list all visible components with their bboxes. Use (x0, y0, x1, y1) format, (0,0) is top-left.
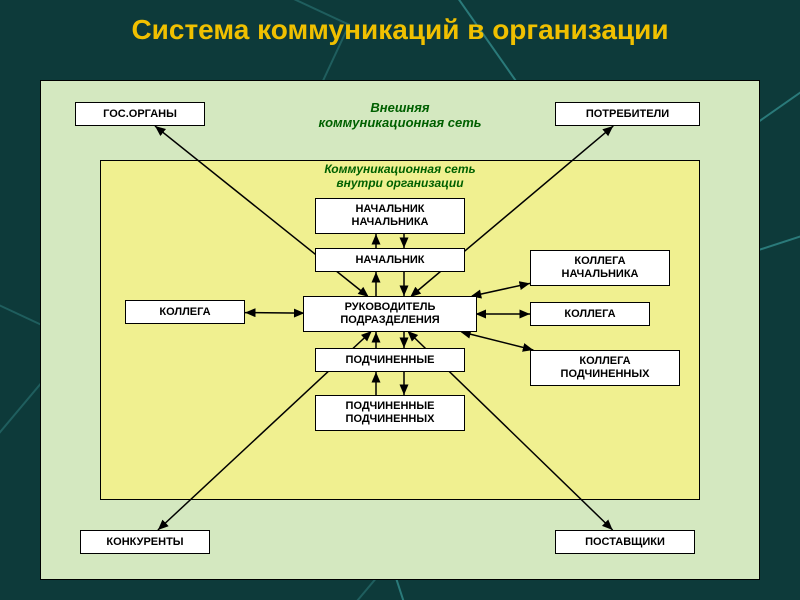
node-manager: РУКОВОДИТЕЛЬ ПОДРАЗДЕЛЕНИЯ (303, 296, 477, 332)
node-boss_boss: НАЧАЛЬНИК НАЧАЛЬНИКА (315, 198, 465, 234)
page-title: Система коммуникаций в организации (0, 14, 800, 46)
node-gov: ГОС.ОРГАНЫ (75, 102, 205, 126)
node-consumers: ПОТРЕБИТЕЛИ (555, 102, 700, 126)
internal-network-label: Коммуникационная сеть внутри организации (290, 162, 510, 190)
node-col_sub: КОЛЛЕГА ПОДЧИНЕННЫХ (530, 350, 680, 386)
node-colleague_r: КОЛЛЕГА (530, 302, 650, 326)
diagram-stage: Система коммуникаций в организации Внешн… (0, 0, 800, 600)
node-boss: НАЧАЛЬНИК (315, 248, 465, 272)
external-network-label: Внешняя коммуникационная сеть (290, 100, 510, 130)
node-suppliers: ПОСТАВЩИКИ (555, 530, 695, 554)
node-sub_sub: ПОДЧИНЕННЫЕ ПОДЧИНЕННЫХ (315, 395, 465, 431)
node-colleague_l: КОЛЛЕГА (125, 300, 245, 324)
node-competitors: КОНКУРЕНТЫ (80, 530, 210, 554)
node-col_boss: КОЛЛЕГА НАЧАЛЬНИКА (530, 250, 670, 286)
node-sub: ПОДЧИНЕННЫЕ (315, 348, 465, 372)
